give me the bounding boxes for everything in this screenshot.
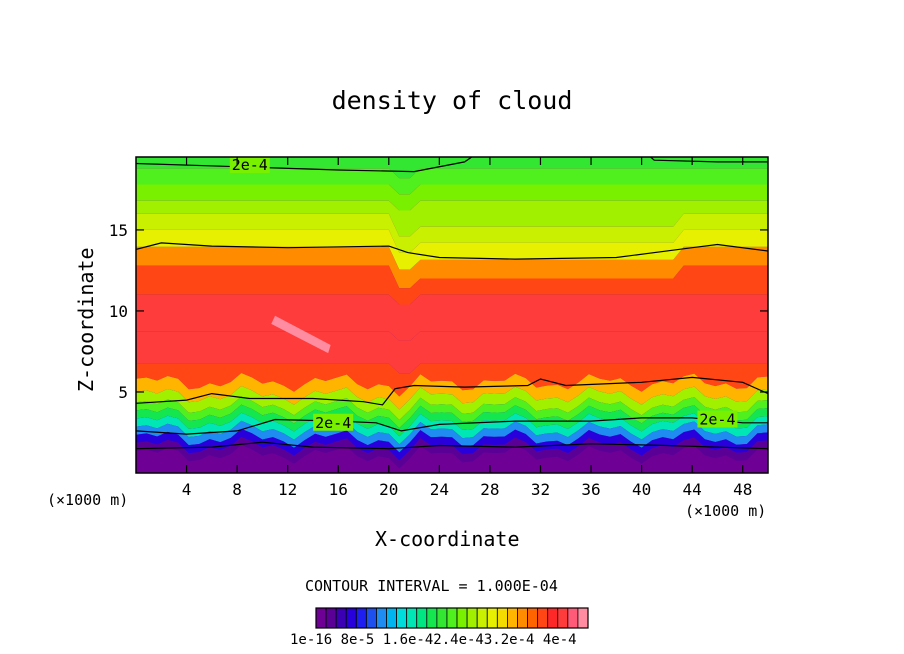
density-band bbox=[136, 404, 768, 437]
density-band bbox=[136, 386, 768, 420]
contour-line-upper bbox=[136, 242, 768, 260]
density-band bbox=[136, 363, 768, 397]
y-tick-label: 5 bbox=[118, 383, 128, 402]
colorbar-swatch bbox=[365, 607, 377, 629]
colorbar-swatch bbox=[496, 607, 508, 629]
y-axis-label: Z-coordinate bbox=[74, 247, 98, 393]
colorbar-swatch bbox=[547, 607, 559, 629]
x-tick-label: 20 bbox=[379, 480, 398, 499]
contour-label-bg bbox=[229, 157, 270, 174]
colorbar-swatch bbox=[507, 607, 518, 629]
density-band bbox=[136, 246, 768, 289]
x-unit-left: (×1000 m) bbox=[47, 491, 129, 509]
x-tick-label: 28 bbox=[480, 480, 499, 499]
contour-line-mid bbox=[136, 376, 768, 406]
colorbar-swatch bbox=[567, 607, 579, 629]
density-band bbox=[136, 265, 768, 305]
contour-line-lower bbox=[136, 417, 768, 435]
colorbar-swatch bbox=[527, 607, 539, 629]
colorbar-swatch bbox=[355, 607, 367, 629]
colorbar-swatch bbox=[345, 607, 357, 629]
contour-interval: CONTOUR INTERVAL = 1.000E-04 bbox=[305, 577, 558, 595]
colorbar-swatch bbox=[386, 607, 397, 629]
colorbar-swatch bbox=[325, 607, 337, 629]
density-band bbox=[136, 331, 768, 374]
density-band bbox=[136, 373, 768, 410]
contour-label: 2e-4 bbox=[699, 411, 735, 429]
colorbar-swatch bbox=[456, 607, 468, 629]
contour-label: 2e-4 bbox=[232, 156, 268, 174]
chart-title: density of cloud bbox=[331, 86, 573, 115]
colorbar-swatch bbox=[466, 607, 478, 629]
colorbar-swatch bbox=[577, 607, 589, 629]
density-band bbox=[136, 229, 768, 270]
colorbar-swatch bbox=[537, 607, 549, 629]
density-band bbox=[136, 428, 768, 461]
contour-line-top bbox=[136, 157, 473, 173]
x-tick-label: 44 bbox=[683, 480, 702, 499]
density-max-core bbox=[271, 315, 331, 354]
colorbar-swatch bbox=[557, 607, 569, 629]
x-tick-label: 4 bbox=[182, 480, 192, 499]
x-tick-label: 24 bbox=[430, 480, 449, 499]
x-tick-label: 32 bbox=[531, 480, 550, 499]
colorbar-swatch bbox=[376, 607, 387, 629]
colorbar-frame bbox=[315, 607, 589, 629]
colorbar-swatch bbox=[517, 607, 528, 629]
x-unit-right: (×1000 m) bbox=[685, 502, 767, 520]
x-tick-label: 36 bbox=[581, 480, 600, 499]
plot-frame bbox=[135, 156, 769, 474]
colorbar-swatch bbox=[426, 607, 438, 629]
x-tick-label: 48 bbox=[733, 480, 752, 499]
contour-label-bg bbox=[697, 410, 738, 428]
density-band bbox=[136, 168, 768, 195]
y-tick-label: 10 bbox=[109, 302, 128, 321]
density-band bbox=[136, 184, 768, 211]
colorbar-swatch bbox=[396, 607, 408, 629]
x-axis-label: X-coordinate bbox=[375, 527, 520, 551]
y-tick-label: 15 bbox=[109, 221, 128, 240]
colorbar-swatch bbox=[335, 607, 347, 629]
colorbar-swatch bbox=[416, 607, 428, 629]
colorbar-swatch bbox=[406, 607, 418, 629]
density-band bbox=[136, 445, 768, 473]
colorbar-swatch bbox=[436, 607, 448, 629]
x-tick-label: 16 bbox=[329, 480, 348, 499]
colorbar-labels: 1e-16 8e-5 1.6e-42.4e-43.2e-4 4e-4 bbox=[290, 632, 577, 648]
colorbar-swatch bbox=[476, 607, 488, 629]
contour-label-bg bbox=[313, 413, 354, 431]
x-tick-label: 12 bbox=[278, 480, 297, 499]
colorbar-swatch bbox=[486, 607, 498, 629]
density-band bbox=[136, 157, 768, 179]
density-band bbox=[136, 412, 768, 445]
contour-label: 2e-4 bbox=[315, 414, 351, 432]
density-band bbox=[136, 437, 768, 469]
density-band bbox=[136, 420, 768, 453]
contour-line-bottom bbox=[136, 441, 768, 450]
density-band bbox=[136, 213, 768, 253]
x-tick-label: 8 bbox=[232, 480, 242, 499]
colorbar-swatch bbox=[446, 607, 458, 629]
x-tick-label: 40 bbox=[632, 480, 651, 499]
colorbar-swatch bbox=[315, 607, 327, 629]
density-band bbox=[136, 200, 768, 237]
